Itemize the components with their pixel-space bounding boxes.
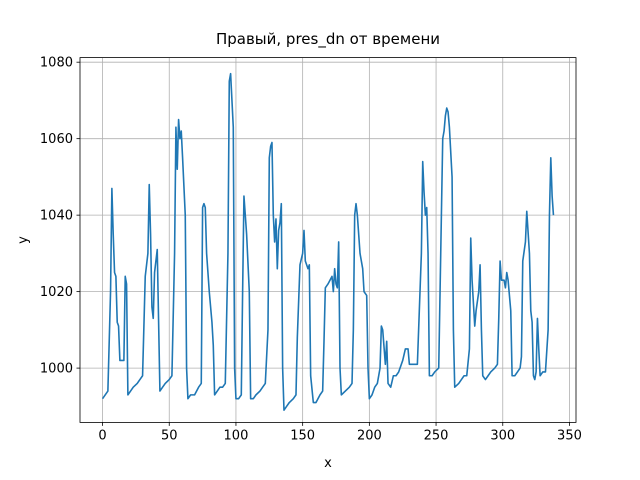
x-tick-label: 350: [557, 428, 582, 443]
x-tick-label: 150: [290, 428, 315, 443]
y-tick-label: 1040: [40, 209, 73, 224]
data-line: [101, 72, 555, 411]
y-tick-label: 1080: [40, 56, 73, 71]
data-layer: [101, 72, 555, 411]
x-tick-label: 250: [424, 428, 449, 443]
x-tick-label: 100: [224, 428, 249, 443]
y-axis-label: y: [16, 236, 31, 244]
x-tick-label: 0: [98, 428, 106, 443]
grid-layer: [80, 57, 576, 423]
y-tick-label: 1060: [40, 132, 73, 147]
x-axis-label: x: [324, 456, 332, 471]
y-tick-label: 1000: [40, 362, 73, 377]
chart-title: Правый, pres_dn от времени: [216, 30, 440, 49]
axes-frame: [79, 57, 577, 423]
y-tick-label: 1020: [40, 285, 73, 300]
x-tick-label: 50: [161, 428, 178, 443]
x-tick-label: 300: [490, 428, 515, 443]
x-tick-label: 200: [357, 428, 382, 443]
